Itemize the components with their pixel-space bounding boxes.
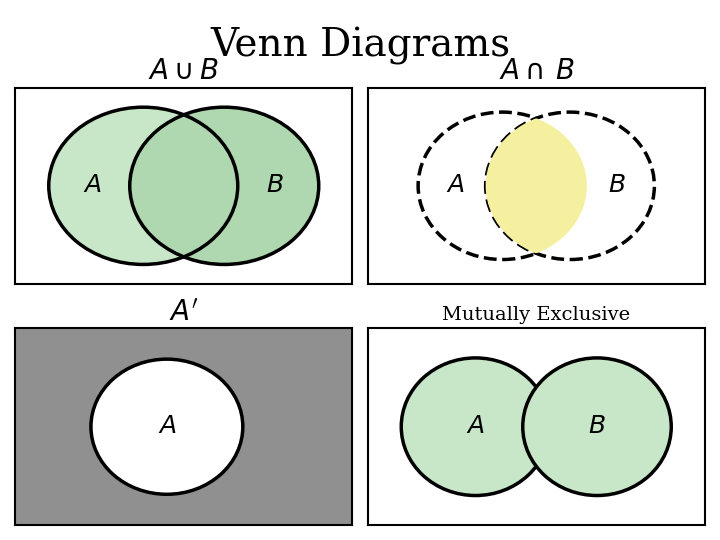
Ellipse shape [485, 112, 654, 260]
Text: $B$: $B$ [266, 174, 284, 197]
Ellipse shape [418, 112, 587, 260]
Ellipse shape [49, 107, 238, 265]
Text: $A$: $A$ [446, 174, 464, 197]
Ellipse shape [523, 358, 671, 496]
Text: $A$: $A$ [84, 174, 102, 197]
Text: $B$: $B$ [608, 174, 626, 197]
Title: $A\cap\, B$: $A\cap\, B$ [498, 58, 574, 85]
Text: $A$: $A$ [158, 415, 176, 438]
Ellipse shape [401, 358, 550, 496]
Title: Mutually Exclusive: Mutually Exclusive [442, 306, 630, 324]
Text: $A$: $A$ [466, 415, 485, 438]
Title: $A\cup B$: $A\cup B$ [148, 58, 219, 85]
Title: $A'$: $A'$ [169, 299, 199, 326]
Text: $B$: $B$ [588, 415, 606, 438]
Ellipse shape [130, 107, 319, 265]
Text: Venn Diagrams: Venn Diagrams [210, 27, 510, 65]
Ellipse shape [91, 359, 243, 494]
Ellipse shape [418, 112, 587, 260]
